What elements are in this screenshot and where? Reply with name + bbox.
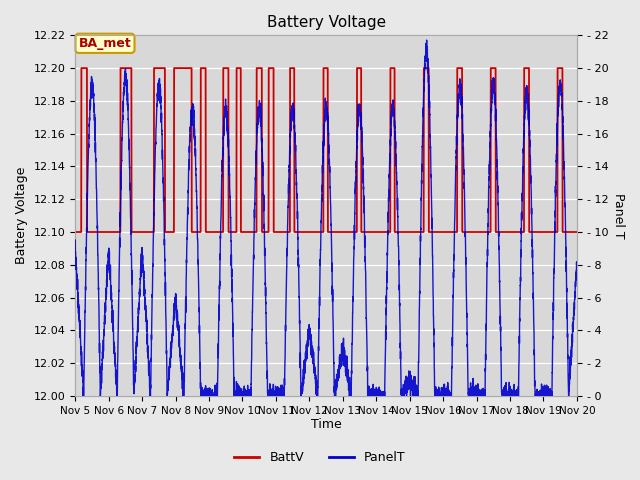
X-axis label: Time: Time: [310, 419, 342, 432]
Y-axis label: Panel T: Panel T: [612, 193, 625, 239]
Legend: BattV, PanelT: BattV, PanelT: [229, 446, 411, 469]
Text: BA_met: BA_met: [79, 37, 131, 50]
Y-axis label: Battery Voltage: Battery Voltage: [15, 167, 28, 264]
Title: Battery Voltage: Battery Voltage: [266, 15, 386, 30]
